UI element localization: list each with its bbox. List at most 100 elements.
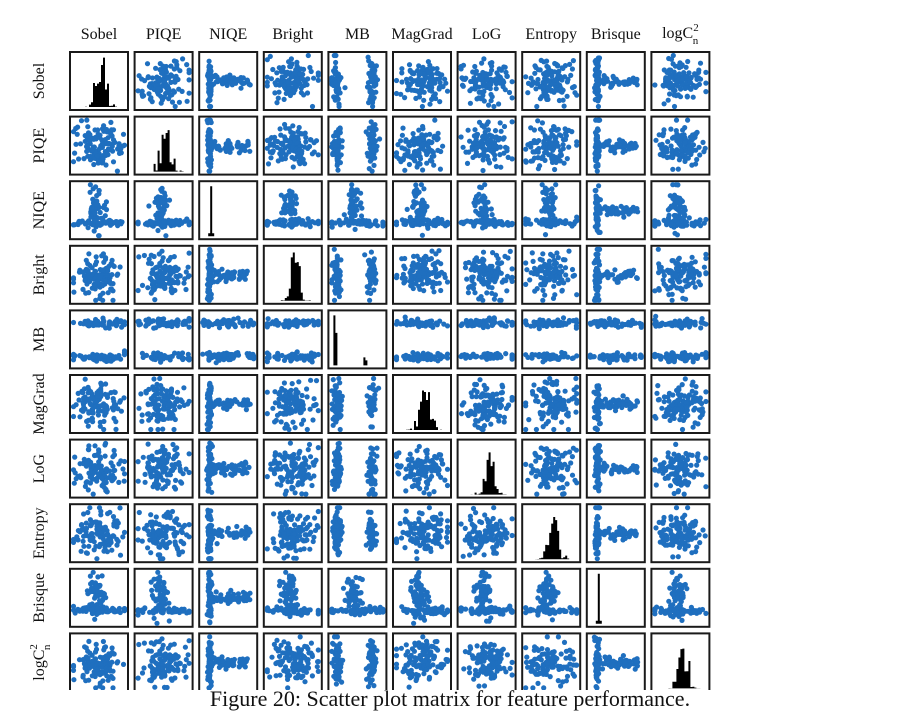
scatter-point — [406, 161, 412, 168]
scatter-point — [479, 210, 485, 216]
column-label-niqe-text: NIQE — [209, 26, 247, 43]
scatter-point — [492, 128, 499, 134]
scatter-point — [155, 227, 161, 234]
cell-niqe-vs-entropy — [521, 180, 582, 241]
scatter-point — [465, 323, 471, 329]
scatter-point — [330, 151, 336, 158]
scatter-point — [428, 256, 434, 262]
scatter-point — [368, 93, 374, 99]
scatter-point — [268, 155, 274, 161]
scatter-point — [690, 94, 696, 100]
scatter-point — [287, 221, 293, 227]
scatter-point — [135, 88, 141, 94]
scatter-point — [334, 82, 341, 88]
scatter-point — [80, 269, 86, 275]
scatter-point — [149, 75, 156, 81]
scatter-point — [592, 151, 598, 157]
scatter-point — [592, 97, 598, 103]
scatter-point — [545, 64, 551, 70]
scatter-point — [597, 319, 603, 325]
scatter-point — [186, 250, 192, 256]
scatter-point — [336, 77, 343, 83]
scatter-point — [398, 138, 404, 144]
column-label-brisque: Brisque — [591, 26, 641, 43]
scatter-point — [431, 289, 437, 295]
scatter-point — [556, 356, 562, 362]
scatter-point — [616, 137, 623, 143]
scatter-point — [407, 270, 413, 276]
scatter-point — [399, 217, 405, 223]
scatter-point — [145, 75, 151, 81]
column-label-bright-text: Bright — [272, 26, 313, 43]
scatter-point — [459, 75, 465, 81]
scatter-point — [694, 156, 700, 163]
scatter-point — [703, 255, 709, 261]
scatter-point — [208, 295, 214, 301]
scatter-point — [440, 220, 446, 226]
scatter-point — [604, 353, 610, 359]
scatter-point — [608, 82, 614, 88]
scatter-point — [302, 320, 308, 326]
scatter-point — [685, 58, 691, 65]
scatter-point — [416, 127, 422, 133]
scatter-point — [95, 127, 101, 133]
scatter-point — [614, 209, 620, 215]
scatter-point — [566, 248, 572, 254]
scatter-point — [161, 78, 168, 84]
scatter-point — [460, 220, 466, 226]
scatter-point — [509, 278, 515, 284]
scatter-point — [244, 268, 250, 274]
row-label-logcn-text: logC — [31, 650, 48, 681]
scatter-point — [278, 154, 284, 160]
cell-bright-vs-niqe — [198, 244, 259, 305]
scatter-point — [264, 79, 270, 85]
scatter-point — [534, 103, 540, 110]
scatter-point — [334, 162, 340, 168]
scatter-point — [87, 153, 93, 160]
scatter-point — [368, 249, 374, 255]
scatter-point — [670, 258, 677, 264]
scatter-point — [594, 128, 601, 134]
scatter-point — [349, 205, 355, 211]
scatter-point — [671, 103, 678, 110]
scatter-point — [103, 152, 109, 158]
scatter-point — [676, 157, 683, 163]
scatter-point — [610, 352, 617, 358]
scatter-point — [594, 168, 600, 174]
scatter-point — [410, 285, 416, 292]
scatter-point — [296, 147, 303, 153]
scatter-point — [207, 289, 213, 295]
scatter-point — [337, 126, 343, 132]
scatter-point — [145, 285, 151, 291]
scatter-point — [358, 200, 364, 206]
scatter-point — [470, 69, 476, 75]
scatter-point — [551, 283, 557, 289]
scatter-point — [294, 349, 300, 355]
scatter-point — [634, 275, 640, 281]
scatter-point — [594, 77, 600, 83]
scatter-point — [562, 74, 568, 80]
scatter-point — [303, 134, 309, 141]
scatter-point — [437, 352, 444, 358]
scatter-point — [632, 208, 638, 214]
scatter-point — [294, 66, 300, 72]
scatter-point — [562, 126, 568, 132]
scatter-point — [216, 144, 222, 150]
scatter-point — [311, 140, 317, 146]
scatter-point — [626, 211, 632, 217]
scatter-point — [493, 81, 499, 87]
scatter-point — [689, 162, 695, 168]
scatter-point — [170, 278, 176, 285]
scatter-point — [399, 275, 405, 281]
scatter-point — [207, 168, 213, 174]
scatter-point — [481, 205, 487, 212]
scatter-point — [656, 221, 662, 227]
scatter-point — [523, 146, 529, 152]
scatter-point — [420, 66, 426, 72]
scatter-point — [420, 83, 426, 89]
scatter-point — [689, 254, 695, 260]
scatter-point — [479, 152, 485, 158]
scatter-point — [294, 83, 300, 90]
scatter-point — [141, 252, 147, 259]
scatter-point — [215, 351, 221, 357]
